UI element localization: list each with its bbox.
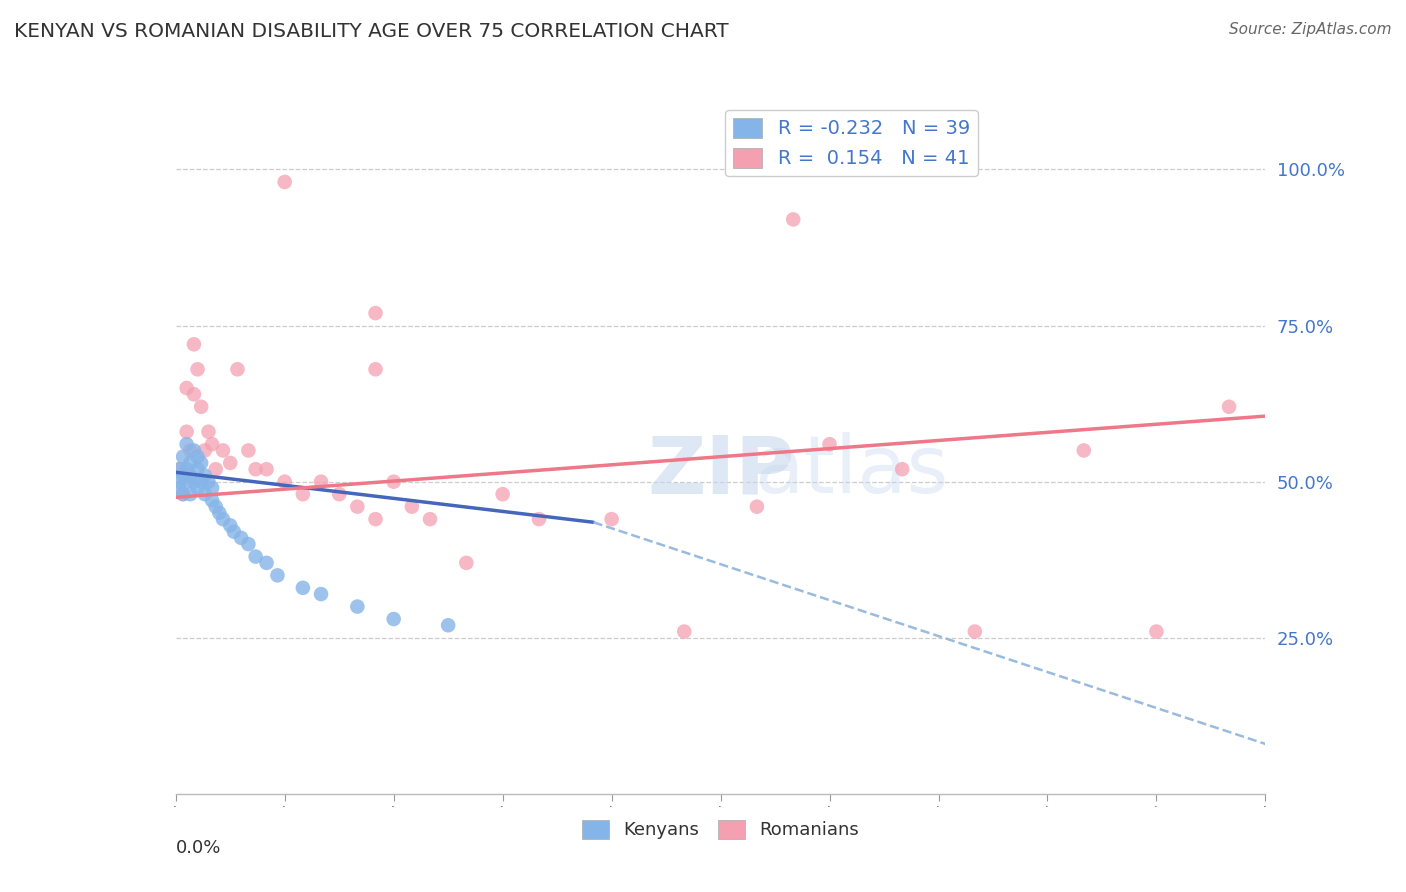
Text: Source: ZipAtlas.com: Source: ZipAtlas.com (1229, 22, 1392, 37)
Point (245, 549, 267, 564)
Point (346, 500, 368, 514)
Point (231, 531, 253, 545)
Point (186, 462, 209, 476)
Point (238, 443, 260, 458)
Point (169, 475, 191, 489)
Point (176, 462, 198, 476)
Point (204, 500, 226, 514)
Point (172, 487, 194, 501)
Point (818, 437, 841, 451)
Point (291, 487, 314, 501)
Point (194, 487, 217, 501)
Point (600, 512, 623, 526)
Text: 0.0%: 0.0% (176, 838, 221, 856)
Point (201, 481, 224, 495)
Text: ZIP: ZIP (647, 432, 794, 510)
Point (179, 443, 201, 458)
Point (219, 456, 242, 470)
Legend: Kenyans, Romanians: Kenyans, Romanians (575, 813, 866, 847)
Point (419, 512, 441, 526)
Point (169, 462, 191, 476)
Point (186, 362, 209, 376)
Point (1218, 400, 1240, 414)
Text: KENYAN VS ROMANIAN DISABILITY AGE OVER 75 CORRELATION CHART: KENYAN VS ROMANIAN DISABILITY AGE OVER 7… (14, 22, 728, 41)
Point (245, 462, 267, 476)
Point (745, 500, 768, 514)
Point (212, 443, 235, 458)
Point (190, 456, 212, 470)
Point (437, 618, 460, 632)
Point (179, 487, 201, 501)
Point (346, 599, 368, 614)
Point (186, 450, 209, 464)
Point (176, 437, 198, 451)
Point (456, 556, 478, 570)
Point (197, 425, 219, 439)
Point (194, 443, 217, 458)
Text: atlas: atlas (754, 432, 949, 510)
Point (172, 487, 194, 501)
Point (274, 475, 297, 489)
Point (183, 475, 205, 489)
Point (186, 481, 209, 495)
Point (169, 462, 191, 476)
Point (183, 387, 205, 401)
Point (179, 468, 201, 483)
Point (291, 581, 314, 595)
Point (169, 481, 191, 495)
Point (176, 381, 198, 395)
Point (201, 493, 224, 508)
Point (190, 475, 212, 489)
Point (364, 512, 387, 526)
Point (364, 362, 387, 376)
Point (222, 524, 245, 539)
Point (891, 462, 914, 476)
Point (782, 212, 804, 227)
Point (172, 450, 194, 464)
Point (208, 506, 231, 520)
Point (401, 500, 423, 514)
Point (673, 624, 696, 639)
Point (201, 437, 224, 451)
Point (176, 475, 198, 489)
Point (194, 468, 217, 483)
Point (274, 175, 297, 189)
Point (382, 475, 405, 489)
Point (492, 487, 515, 501)
Point (183, 337, 205, 351)
Point (212, 512, 235, 526)
Point (176, 425, 198, 439)
Point (309, 475, 332, 489)
Point (364, 306, 387, 320)
Point (309, 587, 332, 601)
Point (219, 518, 242, 533)
Point (190, 400, 212, 414)
Point (1073, 443, 1095, 458)
Point (197, 475, 219, 489)
Point (172, 468, 194, 483)
Point (204, 462, 226, 476)
Point (963, 624, 986, 639)
Point (179, 456, 201, 470)
Point (238, 537, 260, 551)
Point (256, 462, 278, 476)
Point (328, 487, 350, 501)
Point (256, 556, 278, 570)
Point (1146, 624, 1168, 639)
Point (266, 568, 288, 582)
Point (527, 512, 550, 526)
Point (226, 362, 249, 376)
Point (382, 612, 405, 626)
Point (183, 443, 205, 458)
